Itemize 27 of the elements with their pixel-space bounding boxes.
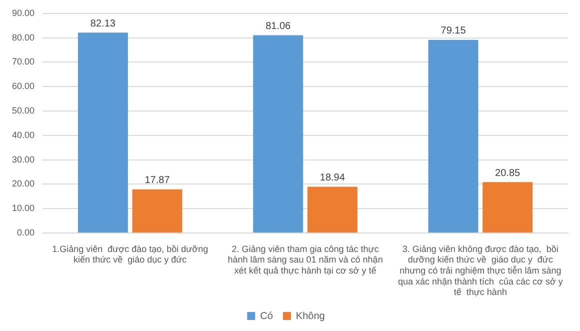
- data-label: 82.13: [90, 18, 116, 30]
- bar: [428, 40, 478, 232]
- x-tick-label: 3. Giảng viên không được đào tạo, bồi dưỡng kiến thức về giáo dục y đức nhưng có trải nghiệm thực tiễn lâm sàng qua xác nhận thành tích của các cơ sở y tế thực hành: [398, 244, 564, 298]
- data-label: 79.15: [440, 26, 466, 37]
- y-tick-label: 80.00: [12, 32, 35, 42]
- y-tick-label: 50.00: [12, 105, 35, 116]
- x-tick-label: 1.Giảng viên được đào tạo, bồi dưỡng kiến thức về giáo dục y đức: [52, 244, 208, 265]
- legend-label: Không: [296, 310, 325, 322]
- bar: [253, 35, 304, 232]
- data-label: 18.94: [320, 172, 346, 184]
- y-tick-label: 90.00: [12, 8, 35, 18]
- bar: [482, 182, 533, 232]
- y-tick-label: 70.00: [12, 56, 35, 67]
- data-label: 17.87: [144, 175, 170, 186]
- y-tick-label: 40.00: [12, 130, 35, 140]
- legend-label: Có: [260, 310, 274, 322]
- data-label: 81.06: [266, 20, 292, 32]
- y-tick-label: 0.00: [16, 227, 35, 238]
- y-tick-label: 20.00: [12, 178, 35, 189]
- bar: [307, 186, 358, 232]
- data-label: 20.85: [495, 168, 521, 179]
- x-tick-label: 2. Giảng viên tham gia công tác thực hành lâm sàng sau 01 năm và có nhận xét kết quả thực hành tại cơ sở y tế: [228, 244, 383, 276]
- y-tick-label: 60.00: [12, 81, 35, 92]
- bar: [132, 189, 182, 232]
- y-tick-label: 30.00: [12, 154, 35, 164]
- y-tick-label: 10.00: [12, 203, 35, 214]
- bar: [78, 32, 128, 232]
